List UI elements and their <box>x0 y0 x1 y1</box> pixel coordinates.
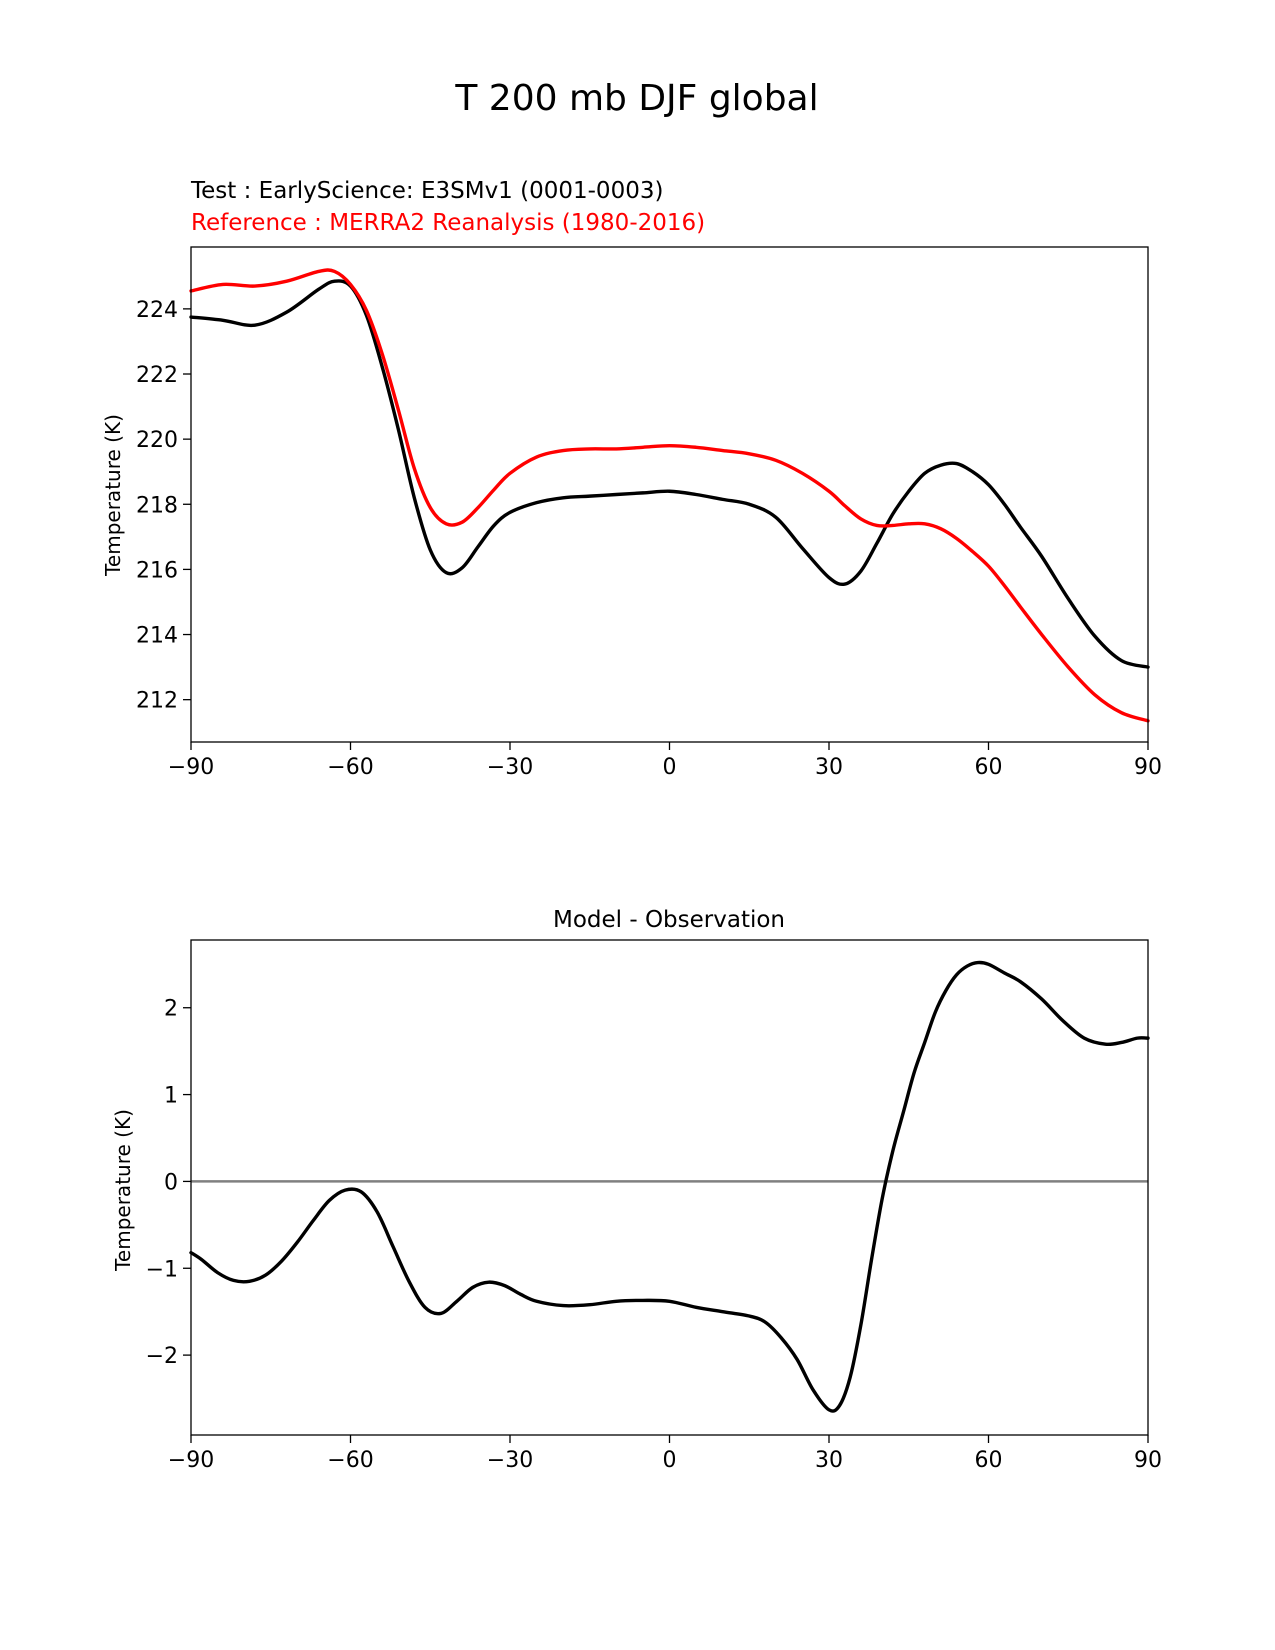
bottom-panel: Model - Observation Temperature (K) −90−… <box>111 907 1162 1473</box>
series-line-reference <box>189 268 1150 723</box>
x-tick-label: 90 <box>1134 1448 1162 1473</box>
x-tick-label: 60 <box>975 1448 1003 1473</box>
y-tick-label: 0 <box>164 1170 178 1195</box>
x-tick-label: −90 <box>168 1448 214 1473</box>
x-tick-label: 30 <box>815 1448 843 1473</box>
top-plot-frame <box>190 246 1149 743</box>
y-tick-label: 218 <box>136 493 178 518</box>
x-tick-label: 90 <box>1134 755 1162 780</box>
x-tick-label: −90 <box>168 755 214 780</box>
x-tick-label: −30 <box>487 755 533 780</box>
y-tick-label: 212 <box>136 689 178 714</box>
x-tick-label: 30 <box>815 755 843 780</box>
figure-suptitle: T 200 mb DJF global <box>454 78 818 119</box>
y-tick-label: 1 <box>164 1084 178 1109</box>
series-line-test <box>189 279 1150 669</box>
y-tick-label: 216 <box>136 558 178 583</box>
top-panel: Test : EarlyScience: E3SMv1 (0001-0003) … <box>101 178 1162 780</box>
y-tick-label: 2 <box>164 997 178 1022</box>
x-tick-label: −60 <box>327 1448 373 1473</box>
series-line-model-observation <box>189 960 1150 1413</box>
diff-title: Model - Observation <box>553 907 785 933</box>
bottom-ticks: −90 −60 −30 0 30 60 90 −2 −1 0 1 2 <box>146 997 1162 1473</box>
y-tick-label: 224 <box>136 298 178 323</box>
y-tick-label: 214 <box>136 624 178 649</box>
x-tick-label: 0 <box>663 755 677 780</box>
x-tick-label: −30 <box>487 1448 533 1473</box>
y-tick-label: 222 <box>136 363 178 388</box>
y-tick-label: −1 <box>146 1257 178 1282</box>
bottom-plot-frame <box>190 939 1149 1436</box>
top-series <box>189 268 1150 723</box>
x-tick-label: 60 <box>975 755 1003 780</box>
top-y-axis-label: Temperature (K) <box>101 414 125 577</box>
x-tick-label: −60 <box>327 755 373 780</box>
bottom-y-axis-label: Temperature (K) <box>111 1109 135 1272</box>
bottom-series <box>189 960 1150 1413</box>
y-tick-label: 220 <box>136 428 178 453</box>
reference-title: Reference : MERRA2 Reanalysis (1980-2016… <box>191 210 705 236</box>
top-ticks: −90 −60 −30 0 30 60 90 212 214 216 218 220 222 224 <box>136 298 1162 780</box>
y-tick-label: −2 <box>146 1344 178 1369</box>
x-tick-label: 0 <box>663 1448 677 1473</box>
test-title: Test : EarlyScience: E3SMv1 (0001-0003) <box>190 178 663 204</box>
